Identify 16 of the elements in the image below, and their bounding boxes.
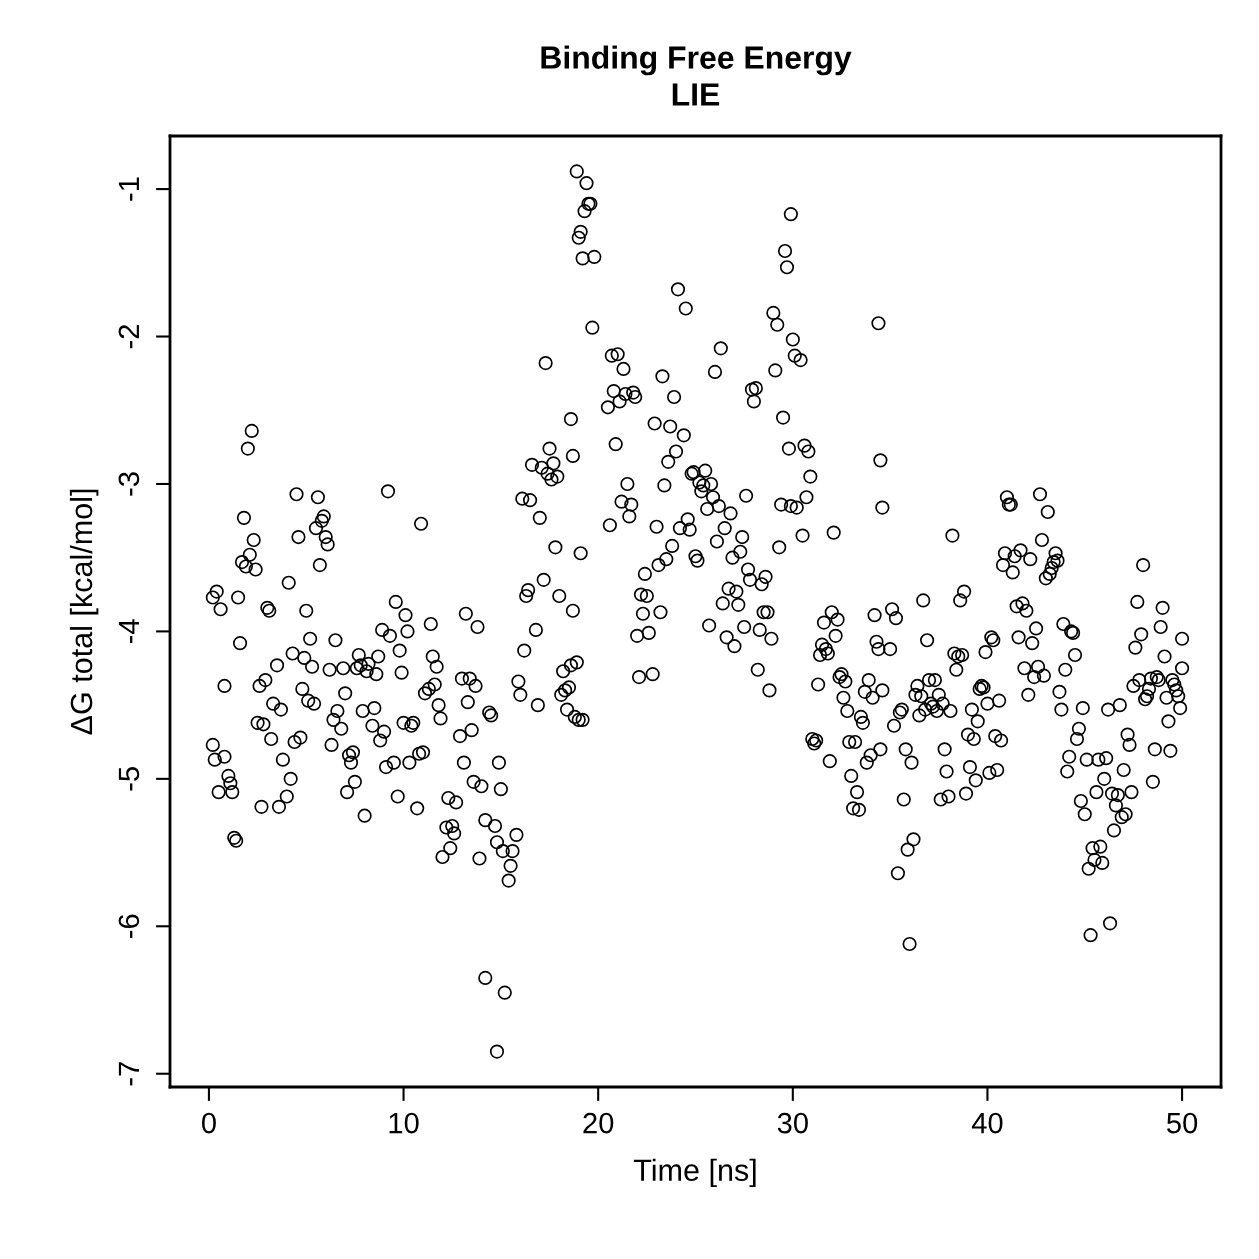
- y-tick-label: -1: [118, 177, 139, 201]
- x-tick-label: 10: [389, 1112, 419, 1134]
- x-tick-label: 20: [583, 1112, 614, 1134]
- y-tick-label: -4: [118, 619, 139, 644]
- x-axis-title: Time [ns]: [633, 1158, 756, 1188]
- x-tick-label: 50: [1167, 1112, 1198, 1134]
- y-tick-label: -2: [118, 325, 139, 349]
- y-tick-label: -5: [118, 767, 140, 791]
- x-tick-label: 40: [971, 1112, 1003, 1134]
- y-tick-label: -3: [118, 472, 140, 496]
- chart-title: Binding Free Energy LIE: [541, 45, 852, 106]
- y-tick-label: -7: [118, 1062, 139, 1086]
- y-axis-title: ΔG total [kcal/mol]: [69, 489, 99, 735]
- x-tick-label: 0: [201, 1112, 216, 1134]
- x-tick-label: 30: [777, 1112, 808, 1134]
- y-tick-label: -6: [118, 914, 140, 938]
